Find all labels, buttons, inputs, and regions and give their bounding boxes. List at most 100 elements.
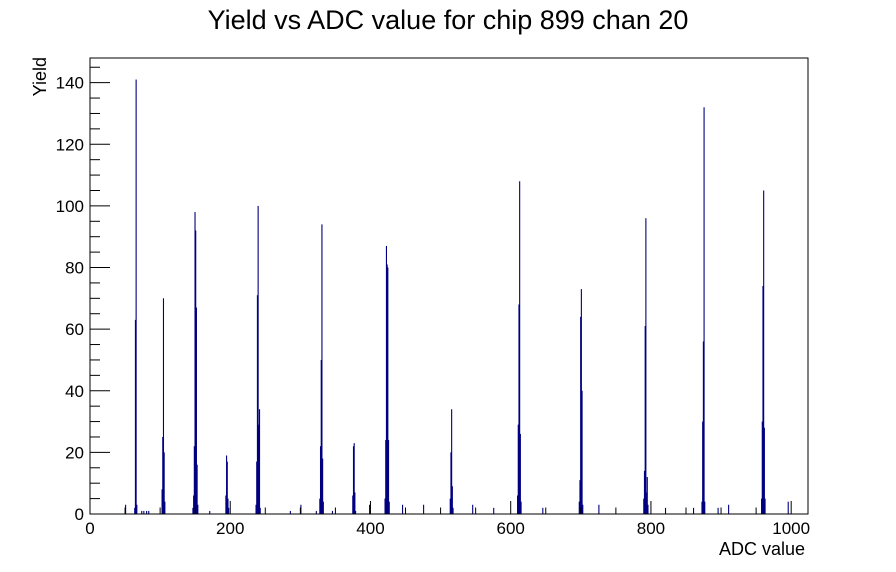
histogram-bar <box>598 504 600 514</box>
histogram-bar <box>352 495 354 514</box>
plot-frame <box>89 57 809 515</box>
histogram-bar <box>763 190 765 514</box>
histogram-bars <box>125 79 789 515</box>
histogram-bar <box>387 267 389 514</box>
histogram-bar <box>197 504 199 514</box>
histogram-bar <box>192 507 194 514</box>
x-tick-label: 0 <box>85 519 94 538</box>
histogram-bar <box>701 501 703 514</box>
histogram-bar <box>193 495 195 514</box>
y-tick-label: 100 <box>56 197 84 216</box>
histogram-bar <box>581 390 583 514</box>
histogram-bar <box>195 307 197 514</box>
histogram-bar <box>385 245 387 514</box>
histogram-bar <box>450 452 452 514</box>
histogram-bar <box>258 424 260 514</box>
histogram-bar <box>135 79 137 514</box>
histogram-bar <box>582 504 584 514</box>
x-axis-ticks: 0 200 400 600 800 1000 <box>85 501 810 538</box>
histogram-bar <box>300 504 302 514</box>
histogram-bar <box>763 427 765 514</box>
histogram-bar <box>452 507 454 514</box>
histogram-bar <box>385 440 387 514</box>
histogram-bar <box>646 492 648 514</box>
histogram-bar <box>322 458 324 514</box>
histogram-bar <box>493 507 495 514</box>
histogram-bar <box>519 181 521 515</box>
histogram-bar <box>423 504 425 514</box>
histogram-bar <box>141 510 143 514</box>
plot-frame-border <box>89 57 809 515</box>
histogram-bar <box>578 501 580 514</box>
y-axis-ticks: 0 20 40 60 80 100 120 140 <box>56 66 110 524</box>
histogram-bar <box>387 440 390 514</box>
histogram-bar <box>255 504 257 514</box>
y-tick-label: 80 <box>65 259 84 278</box>
histogram-bar <box>664 507 667 514</box>
x-tick-label: 200 <box>216 519 244 538</box>
histogram-bar <box>451 409 453 514</box>
histogram-bar <box>580 289 582 514</box>
x-tick-label: 400 <box>356 519 384 538</box>
histogram-bar <box>787 501 789 514</box>
histogram-bar <box>761 498 763 514</box>
histogram-bar <box>353 443 355 514</box>
histogram-bar <box>704 501 706 514</box>
histogram-bar <box>645 218 647 514</box>
histogram-bar <box>258 409 261 514</box>
y-tick-label: 20 <box>65 443 84 462</box>
y-axis-label: Yield <box>30 57 50 96</box>
x-axis-label: ADC value <box>719 539 805 559</box>
histogram-bar <box>519 433 521 514</box>
histogram-bar <box>388 501 390 514</box>
histogram-bar <box>369 504 371 514</box>
y-tick-label: 140 <box>56 74 84 93</box>
histogram-bar <box>717 507 719 514</box>
histogram-bar <box>257 205 259 514</box>
histogram-bar <box>384 498 386 514</box>
histogram-bar <box>355 510 357 514</box>
histogram-bar <box>647 504 649 514</box>
histogram-bar <box>321 224 323 515</box>
histogram-bar <box>162 436 164 514</box>
histogram-bar <box>451 486 453 514</box>
histogram-bar <box>256 461 258 514</box>
x-tick-label: 600 <box>497 519 525 538</box>
histogram-bar <box>163 452 165 514</box>
histogram-bar <box>331 510 334 514</box>
histogram-bar <box>209 510 211 514</box>
histogram-bar <box>161 489 163 514</box>
histogram-bar <box>136 504 138 514</box>
histogram-bar <box>402 504 404 514</box>
histogram-bar <box>764 498 766 514</box>
histogram-bar <box>762 286 764 514</box>
y-tick-label: 120 <box>56 135 84 154</box>
histogram-bar <box>354 492 356 514</box>
histogram-bar <box>319 498 321 514</box>
histogram-bar <box>143 510 145 514</box>
histogram-bar <box>352 446 355 514</box>
y-tick-label: 60 <box>65 320 84 339</box>
histogram-bar <box>644 326 646 514</box>
histogram-bar <box>643 470 646 514</box>
histogram-bar <box>194 212 196 514</box>
histogram-bar <box>134 319 136 514</box>
histogram-bar <box>386 264 388 514</box>
histogram-bar <box>702 341 704 514</box>
histogram-bar <box>164 501 166 514</box>
histogram-bar <box>702 421 704 514</box>
histogram-bar <box>728 504 730 514</box>
histogram-bar <box>646 477 648 514</box>
histogram-bar <box>228 507 230 514</box>
histogram-bar <box>517 424 519 514</box>
histogram-bar <box>134 507 136 514</box>
chart-title: Yield vs ADC value for chip 899 chan 20 <box>208 5 689 35</box>
histogram-bar <box>542 507 544 514</box>
y-tick-label: 40 <box>65 382 84 401</box>
histogram-bar <box>449 498 451 514</box>
histogram-bar <box>227 498 229 514</box>
histogram-bar <box>703 107 705 514</box>
histogram-bar <box>289 510 291 514</box>
histogram-bar <box>518 304 520 514</box>
